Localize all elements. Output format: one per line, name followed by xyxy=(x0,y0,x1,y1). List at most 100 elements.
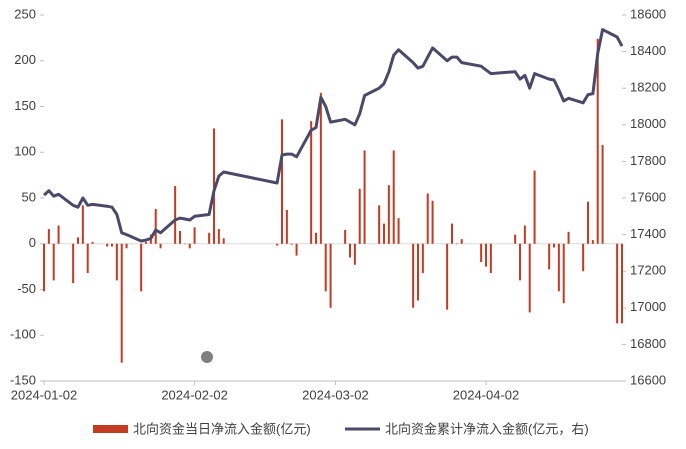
bar xyxy=(567,231,570,244)
bar xyxy=(426,193,429,244)
y2-tick-label: 18600 xyxy=(630,6,666,21)
y-tick-label: 100 xyxy=(14,144,36,159)
x-tick-label: 2024-03-02 xyxy=(302,387,369,402)
bar xyxy=(621,243,623,324)
bar xyxy=(451,223,453,244)
y2-tick-label: 17200 xyxy=(630,263,666,278)
bar xyxy=(154,208,157,244)
bar xyxy=(591,240,594,244)
bar xyxy=(183,243,186,245)
y-tick-label: 150 xyxy=(14,98,36,113)
bar xyxy=(378,205,381,244)
bar xyxy=(353,243,356,265)
bar xyxy=(310,121,313,244)
bar xyxy=(193,227,196,244)
bar xyxy=(421,243,424,274)
bar xyxy=(329,243,332,308)
y2-tick-label: 17800 xyxy=(630,153,666,168)
y2-tick-label: 18400 xyxy=(630,43,666,58)
bar xyxy=(188,243,191,249)
bar xyxy=(159,243,162,249)
y2-tick-label: 18000 xyxy=(630,116,666,131)
bar xyxy=(480,243,483,263)
bar xyxy=(315,232,317,244)
bar xyxy=(582,243,585,272)
bar xyxy=(358,188,361,244)
bar xyxy=(562,243,565,304)
bar xyxy=(57,225,60,244)
bar xyxy=(174,186,177,244)
bar xyxy=(120,243,123,363)
bar xyxy=(523,225,526,244)
bar xyxy=(363,150,366,244)
y-tick-label: 0 xyxy=(29,235,36,250)
bar xyxy=(77,237,79,244)
bar xyxy=(344,230,347,244)
bar xyxy=(460,239,463,244)
bar xyxy=(431,200,434,244)
bar xyxy=(43,243,45,292)
bar xyxy=(417,243,419,301)
bar xyxy=(324,243,327,292)
bar xyxy=(281,119,283,244)
y2-tick-label: 16600 xyxy=(630,372,666,387)
y-tick-label: 200 xyxy=(14,52,36,67)
bar xyxy=(179,230,181,244)
bar xyxy=(601,144,604,244)
bar xyxy=(145,241,147,244)
bar xyxy=(208,232,211,244)
bar xyxy=(489,243,492,274)
bar xyxy=(485,243,487,267)
bar xyxy=(446,243,449,310)
bar xyxy=(115,243,118,281)
bar xyxy=(125,243,128,249)
bar xyxy=(397,218,400,244)
bar xyxy=(616,243,619,324)
bar xyxy=(528,243,531,313)
x-tick-label: 2024-01-02 xyxy=(11,387,78,402)
bar xyxy=(412,243,415,308)
y2-tick-label: 17600 xyxy=(630,189,666,204)
bar xyxy=(383,223,385,244)
bar xyxy=(295,243,298,256)
bar xyxy=(47,229,50,244)
y-tick-label: 50 xyxy=(22,189,36,204)
y-tick-label: -100 xyxy=(10,327,36,342)
bar xyxy=(81,205,84,244)
legend-swatch xyxy=(93,425,128,433)
bar xyxy=(290,243,293,245)
bar xyxy=(596,38,599,244)
line xyxy=(42,28,624,243)
cursor-dot xyxy=(201,351,213,363)
bar xyxy=(217,229,220,244)
legend-label: 北向资金累计净流入金额(亿元，右) xyxy=(385,421,589,436)
bar xyxy=(52,243,55,281)
y2-tick-label: 17000 xyxy=(630,299,666,314)
bar xyxy=(106,243,109,247)
bar xyxy=(349,243,351,258)
bar xyxy=(514,234,517,244)
bar xyxy=(319,92,322,244)
bar xyxy=(548,243,551,270)
legend-label: 北向资金当日净流入金额(亿元) xyxy=(133,421,311,436)
bar xyxy=(91,241,94,244)
bar xyxy=(533,170,536,244)
bar xyxy=(387,185,390,244)
bar xyxy=(222,238,225,244)
y2-tick-label: 16800 xyxy=(630,336,666,351)
bar xyxy=(140,243,143,292)
bar xyxy=(72,243,75,284)
bar xyxy=(557,243,560,292)
bar xyxy=(111,243,113,247)
y-tick-label: -150 xyxy=(10,372,36,387)
x-tick-label: 2024-02-02 xyxy=(161,387,228,402)
y-tick-label: 250 xyxy=(14,6,36,21)
x-tick-label: 2024-04-02 xyxy=(453,387,520,402)
y2-tick-label: 17400 xyxy=(630,226,666,241)
bar xyxy=(392,150,395,244)
bar xyxy=(519,243,521,281)
bar xyxy=(285,209,288,244)
bar xyxy=(86,243,89,274)
y2-tick-label: 18200 xyxy=(630,80,666,95)
